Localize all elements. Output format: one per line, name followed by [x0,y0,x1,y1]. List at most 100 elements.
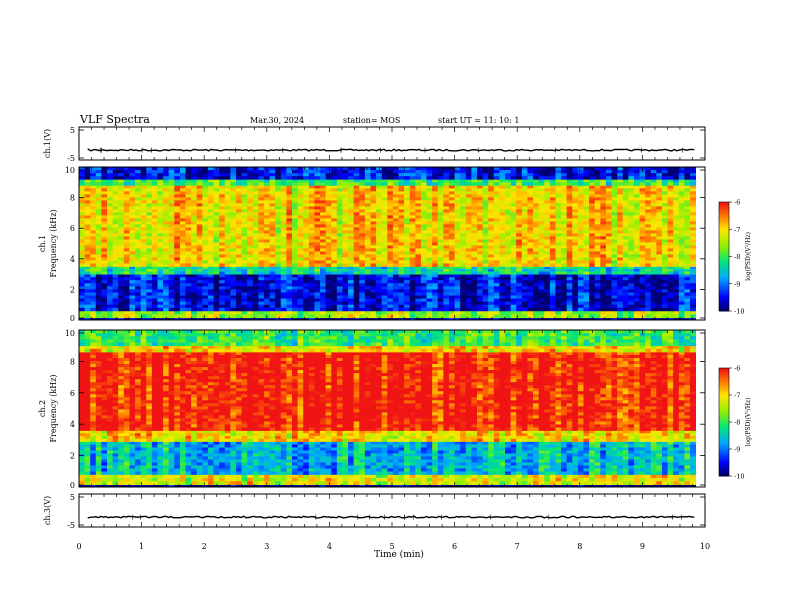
spectrogram-cell [544,254,551,258]
spectrogram-cell [572,280,579,284]
spectrogram-cell [303,224,310,228]
spectrogram-cell [202,292,209,296]
spectrogram-cell [387,280,394,284]
spectrogram-cell [415,227,422,231]
spectrogram-cell [196,286,203,290]
spectrogram-cell [353,307,360,312]
spectrogram-cell [252,283,259,287]
spectrogram-cell [196,289,203,293]
spectrogram-cell [112,254,119,258]
spectrogram-cell [275,233,282,237]
spectrogram-cell [84,314,91,319]
spectrogram-cell [617,248,624,252]
spectrogram-cell [163,277,170,281]
spectrogram-cell [611,274,618,278]
spectrogram-cell [202,242,209,246]
spectrogram-cell [202,289,209,293]
spectrogram-cell [404,215,411,219]
spectrogram-cell [426,260,433,264]
spectrogram-cell [488,203,495,207]
spectrogram-cell [112,191,119,195]
spectrogram-cell [572,301,579,306]
spectrogram-cell [280,209,287,213]
spectrogram-cell [471,212,478,216]
spectrogram-cell [157,292,164,296]
spectrogram-cell [292,209,299,213]
spectrogram-cell [118,271,125,275]
spectrogram-cell [135,203,142,207]
spectrogram-cell [673,304,680,309]
spectrogram-cell [191,274,198,278]
spectrogram-cell [146,251,153,255]
spectrogram-cell [376,242,383,246]
spectrogram-cell [123,298,130,303]
spectrogram-cell [510,314,517,319]
spectrogram-cell [476,188,483,192]
spectrogram-cell [325,251,332,255]
spectrogram-cell [219,200,226,204]
spectrogram-cell [628,227,635,231]
spectrogram-cell [555,254,562,258]
spectrogram-cell [510,200,517,204]
spectrogram-cell [163,248,170,252]
spectrogram-cell [235,236,242,240]
spectrogram-cell [611,254,618,258]
spectrogram-cell [544,307,551,312]
spectrogram-cell [359,307,366,312]
spectrogram-cell [331,242,338,246]
spectrogram-cell [230,248,237,252]
spectrogram-cell [465,277,472,281]
spectrogram-cell [476,289,483,293]
spectrogram-cell [258,218,265,222]
spectrogram-cell [510,242,517,246]
spectrogram-cell [398,212,405,216]
spectrogram-cell [202,310,209,315]
spectrogram-cell [107,307,114,312]
spectrogram-cell [499,298,506,303]
spectrogram-cell [426,271,433,275]
spectrogram-cell [118,274,125,278]
spectrogram-cell [505,230,512,234]
spectrogram-cell [471,218,478,222]
spectrogram-cell [129,233,136,237]
spectrogram-cell [415,283,422,287]
spectrogram-cell [639,194,646,198]
spectrogram-cell [297,251,304,255]
spectrogram-cell [348,257,355,261]
spectrogram-cell [146,239,153,243]
spectrogram-cell [336,233,343,237]
spectrogram-cell [499,314,506,319]
spectrogram-cell [325,227,332,231]
spectrogram-cell [84,257,91,261]
spectrogram-cell [622,260,629,264]
spectrogram-cell [521,209,528,213]
spectrogram-cell [387,298,394,303]
spectrogram-cell [241,277,248,281]
spectrogram-cell [437,236,444,240]
spectrogram-cell [123,269,130,272]
spectrogram-cell [589,227,596,231]
spectrogram-cell [258,266,265,270]
spectrogram-cell [303,206,310,210]
spectrogram-cell [589,277,596,281]
spectrogram-cell [617,200,624,204]
spectrogram-cell [482,209,489,213]
spectrogram-cell [437,254,444,258]
spectrogram-cell [263,307,270,312]
spectrogram-cell [140,242,147,246]
spectrogram-cell [555,194,562,198]
spectrogram-cell [230,260,237,264]
spectrogram-cell [79,245,86,249]
spectrogram-cell [381,266,388,270]
spectrogram-cell [336,269,343,272]
spectrogram-cell [151,301,158,306]
spectrogram-cell [353,301,360,306]
spectrogram-cell [224,242,231,246]
spectrogram-cell [645,242,652,246]
spectrogram-cell [493,317,500,320]
spectrogram-cell [320,188,327,192]
spectrogram-cell [645,185,652,189]
spectrogram-cell [101,245,108,249]
spectrogram-cell [583,289,590,293]
spectrogram-cell [157,218,164,222]
